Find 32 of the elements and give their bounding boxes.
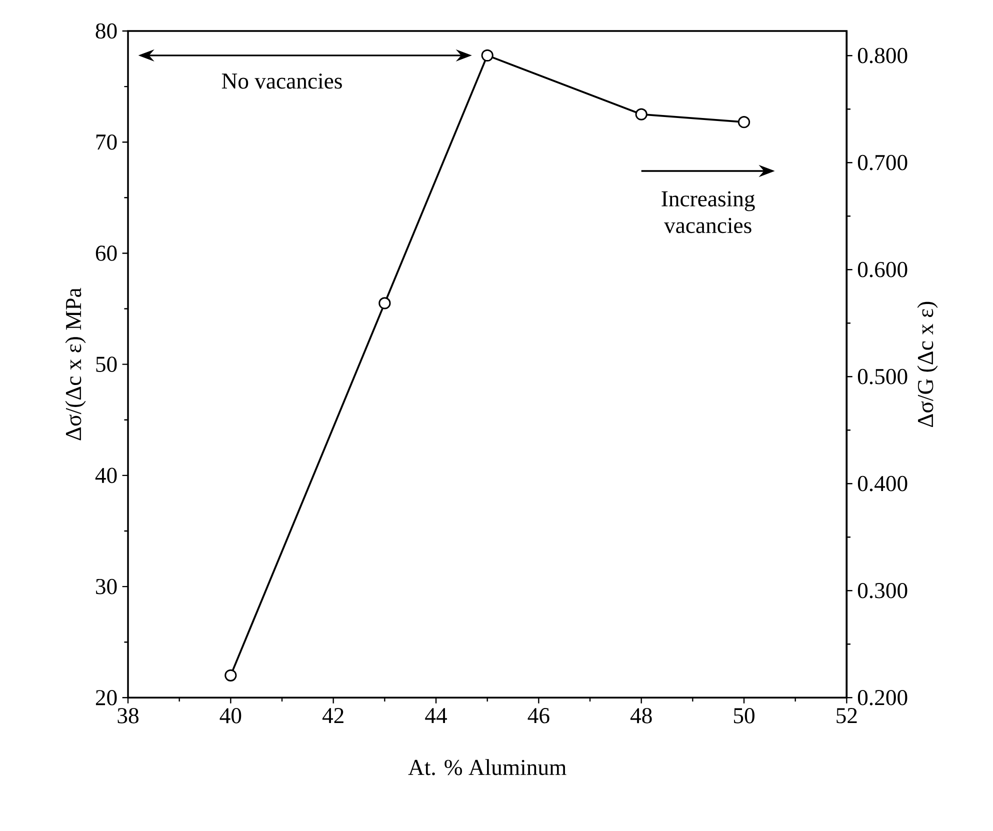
y2-tick-label: 0.200 bbox=[858, 690, 908, 706]
x-tick-label: 48 bbox=[630, 708, 652, 724]
y-tick-label: 30 bbox=[96, 578, 117, 594]
x-tick-label: 38 bbox=[118, 708, 138, 724]
y2-tick-label: 0.700 bbox=[858, 154, 908, 170]
y2-axis-title: Δσ/G (Δc x ε) bbox=[917, 302, 938, 427]
y2-tick-label: 0.600 bbox=[858, 262, 908, 278]
y-tick-label: 70 bbox=[96, 134, 117, 150]
point bbox=[635, 108, 648, 120]
x-tick-label: 46 bbox=[528, 708, 550, 724]
y2-tick-label: 0.300 bbox=[858, 582, 908, 598]
point bbox=[378, 297, 391, 310]
y-axis-title: Δσ/(Δc x ε) MPa bbox=[65, 288, 86, 440]
x-axis-title: At. % Aluminum bbox=[408, 759, 566, 776]
point bbox=[224, 669, 237, 682]
y-tick-label: 80 bbox=[96, 23, 117, 39]
y-tick-label: 50 bbox=[96, 356, 117, 372]
x-tick-label: 42 bbox=[322, 708, 344, 724]
x-tick-label: 44 bbox=[425, 708, 447, 723]
point bbox=[481, 49, 494, 62]
point bbox=[738, 116, 750, 128]
y2-tick-label: 0.400 bbox=[858, 476, 908, 492]
x-tick-label: 52 bbox=[836, 708, 857, 724]
y-tick-label: 20 bbox=[96, 690, 117, 706]
y2-tick-label: 0.500 bbox=[858, 368, 908, 384]
x-tick-label: 40 bbox=[220, 708, 242, 724]
annotation: No vacancies bbox=[222, 73, 342, 89]
annotation: Increasing vacancies bbox=[662, 191, 755, 234]
y2-tick-label: 0.800 bbox=[858, 48, 908, 64]
y-tick-label: 40 bbox=[95, 468, 117, 484]
y-tick-label: 60 bbox=[96, 246, 117, 261]
x-tick-label: 50 bbox=[734, 708, 754, 724]
